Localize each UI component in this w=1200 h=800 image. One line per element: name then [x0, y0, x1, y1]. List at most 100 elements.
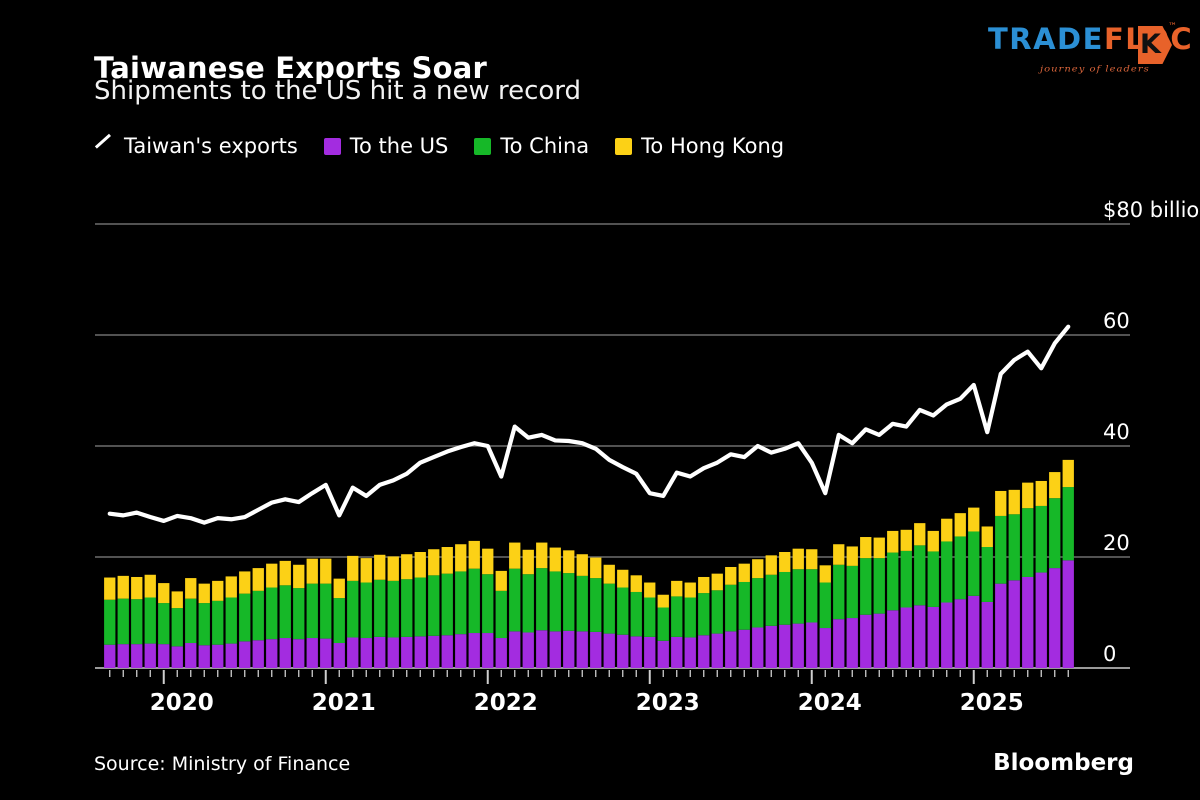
- y-axis-tick-label: $80 billion: [1103, 198, 1200, 222]
- legend-swatch-icon: [323, 137, 341, 155]
- bar-segment-to_the_us: [887, 610, 899, 668]
- bar-segment-to_the_us: [185, 643, 197, 668]
- bar-segment-to_hong_kong: [860, 537, 872, 559]
- bar-segment-to_hong_kong: [225, 576, 237, 598]
- x-axis-tick-label: 2023: [635, 690, 700, 716]
- bar-segment-to_china: [387, 580, 399, 638]
- bar-segment-to_china: [360, 582, 372, 639]
- bar-segment-to_the_us: [684, 637, 696, 668]
- legend-item[interactable]: To the US: [323, 134, 449, 158]
- legend-item-label: Taiwan's exports: [124, 134, 298, 158]
- bar-segment-to_the_us: [198, 645, 210, 668]
- bar-segment-to_china: [239, 593, 251, 642]
- bar-segment-to_the_us: [428, 635, 440, 668]
- bar-segment-to_hong_kong: [1008, 489, 1020, 515]
- legend-item[interactable]: Taiwan's exports: [94, 134, 298, 158]
- bar-segment-to_china: [603, 583, 615, 634]
- bar-segment-to_hong_kong: [212, 580, 224, 601]
- bar-segment-to_china: [414, 577, 426, 637]
- bar-segment-to_the_us: [995, 583, 1007, 668]
- bar-segment-to_china: [765, 574, 777, 626]
- bar-segment-to_hong_kong: [873, 537, 885, 559]
- bar-segment-to_china: [252, 590, 264, 641]
- bar-segment-to_china: [428, 575, 440, 636]
- bar-segment-to_hong_kong: [981, 526, 993, 548]
- bar-segment-to_the_us: [630, 636, 642, 668]
- bar-segment-to_hong_kong: [1035, 480, 1047, 506]
- bar-segment-to_the_us: [981, 601, 993, 668]
- bar-segment-to_china: [644, 597, 656, 637]
- bar-segment-to_china: [117, 598, 129, 645]
- x-axis-tick-label: 2022: [473, 690, 538, 716]
- bar-segment-to_the_us: [293, 639, 305, 668]
- bar-segment-to_hong_kong: [293, 564, 305, 589]
- bar-segment-to_hong_kong: [819, 565, 831, 583]
- legend-item-label: To Hong Kong: [641, 134, 785, 158]
- bar-segment-to_the_us: [495, 638, 507, 668]
- bar-segment-to_hong_kong: [144, 574, 156, 598]
- bar-segment-to_hong_kong: [806, 549, 818, 570]
- bar-segment-to_hong_kong: [644, 582, 656, 598]
- bar-segment-to_china: [455, 571, 467, 635]
- bar-segment-to_china: [347, 580, 359, 638]
- legend-item-label: To China: [500, 134, 590, 158]
- bar-segment-to_china: [320, 583, 332, 639]
- legend-swatch-icon: [615, 137, 633, 155]
- bar-segment-to_china: [657, 607, 669, 641]
- bar-segment-to_the_us: [1062, 560, 1074, 668]
- bar-segment-to_the_us: [792, 623, 804, 668]
- legend-item-label: To the US: [349, 134, 449, 158]
- bar-segment-to_the_us: [441, 635, 453, 668]
- y-axis-tick-label: 40: [1103, 420, 1130, 444]
- bar-segment-to_the_us: [522, 632, 534, 668]
- bar-segment-to_the_us: [212, 644, 224, 668]
- bar-segment-to_china: [509, 568, 521, 632]
- logo-wordmark: TRADEFLOC: [988, 22, 1193, 56]
- bar-segment-to_hong_kong: [509, 542, 521, 569]
- bar-segment-to_china: [738, 581, 750, 630]
- page-subtitle: Shipments to the US hit a new record: [94, 76, 582, 106]
- bar-segment-to_china: [333, 598, 345, 644]
- bar-segment-to_hong_kong: [779, 552, 791, 572]
- bar-segment-to_china: [941, 541, 953, 603]
- bar-segment-to_china: [482, 574, 494, 634]
- bar-segment-to_the_us: [401, 636, 413, 668]
- legend-swatch-icon: [474, 137, 492, 155]
- tradeflock-logo: TRADEFLOC K ™ journey of leaders: [988, 22, 1192, 84]
- bar-segment-to_china: [1022, 508, 1034, 577]
- bar-segment-to_the_us: [657, 640, 669, 668]
- bar-segment-to_china: [1035, 505, 1047, 573]
- bar-segment-to_hong_kong: [239, 571, 251, 594]
- bar-segment-to_hong_kong: [252, 568, 264, 591]
- bar-segment-to_hong_kong: [941, 518, 953, 542]
- bar-segment-to_hong_kong: [455, 544, 467, 572]
- bar-segment-to_hong_kong: [131, 576, 143, 600]
- legend-item[interactable]: To China: [474, 134, 589, 158]
- bar-segment-to_the_us: [144, 643, 156, 668]
- bar-segment-to_hong_kong: [617, 569, 629, 588]
- bar-segment-to_hong_kong: [171, 591, 183, 609]
- bar-segment-to_hong_kong: [698, 576, 710, 594]
- bar-segment-to_the_us: [333, 643, 345, 668]
- bar-segment-to_hong_kong: [117, 575, 129, 599]
- bar-segment-to_the_us: [563, 630, 575, 668]
- bar-segment-to_china: [1049, 498, 1061, 569]
- bar-segment-to_hong_kong: [603, 564, 615, 584]
- bar-segment-to_china: [522, 574, 534, 633]
- bar-segment-to_china: [927, 551, 939, 607]
- bar-segment-to_hong_kong: [360, 558, 372, 583]
- bar-segment-to_the_us: [239, 641, 251, 668]
- logo-text-trade: TRADE: [988, 22, 1104, 56]
- bar-segment-to_the_us: [1022, 576, 1034, 668]
- bar-segment-to_the_us: [738, 629, 750, 668]
- legend-item[interactable]: To Hong Kong: [615, 134, 784, 158]
- bar-segment-to_hong_kong: [833, 544, 845, 565]
- bloomberg-brand: Bloomberg: [993, 750, 1134, 776]
- bar-segment-to_hong_kong: [320, 558, 332, 584]
- bar-segment-to_china: [266, 587, 278, 640]
- bar-segment-to_the_us: [968, 595, 980, 668]
- bar-segment-to_hong_kong: [374, 554, 386, 580]
- bar-segment-to_hong_kong: [671, 580, 683, 597]
- legend-line-icon: [94, 138, 115, 155]
